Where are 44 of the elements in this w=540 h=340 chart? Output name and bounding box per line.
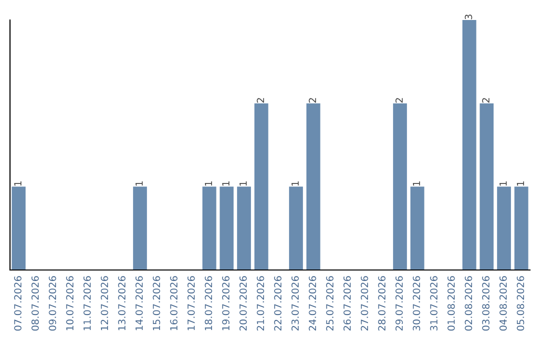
x-tick-label: 27.07.2026 <box>360 276 368 331</box>
x-tick-label: 07.07.2026 <box>14 276 22 331</box>
data-label: 1 <box>500 181 507 186</box>
x-tick-label: 12.07.2026 <box>100 276 108 330</box>
x-tick-label: 19.07.2026 <box>222 276 230 330</box>
x-tick-label: 14.07.2026 <box>135 276 143 330</box>
x-tick-label: 17.07.2026 <box>187 276 195 330</box>
x-tick-label: 23.07.2026 <box>291 276 299 331</box>
x-tick-label: 16.07.2026 <box>170 276 178 330</box>
data-label: 2 <box>395 98 403 103</box>
x-tick-label: 30.07.2026 <box>412 276 420 330</box>
x-tick-label: 26.07.2026 <box>343 276 351 331</box>
x-tick-label: 03.08.2026 <box>482 276 490 331</box>
x-tick-label: 29.07.2026 <box>395 276 403 331</box>
x-tick-label: 22.07.2026 <box>274 276 282 331</box>
data-label: 1 <box>14 181 22 186</box>
x-tick-label: 20.07.2026 <box>239 276 247 331</box>
data-label: 1 <box>292 181 299 186</box>
x-tick-label: 15.07.2026 <box>152 276 160 330</box>
x-tick-label: 24.07.2026 <box>308 276 316 331</box>
data-label: 3 <box>464 14 472 20</box>
x-tick-label: 11.07.2026 <box>83 276 91 330</box>
data-label: 1 <box>412 181 420 186</box>
x-tick-label: 04.08.2026 <box>499 276 507 331</box>
data-label: 1 <box>222 181 230 186</box>
data-label: 2 <box>256 98 264 103</box>
data-label: 2 <box>482 98 490 103</box>
data-label: 1 <box>240 181 247 186</box>
x-tick-label: 02.08.2026 <box>464 276 472 331</box>
x-tick-label: 05.08.2026 <box>516 276 524 331</box>
x-tick-label: 25.07.2026 <box>326 276 334 331</box>
data-label: 1 <box>516 181 524 186</box>
x-tick-label: 18.07.2026 <box>204 276 212 330</box>
x-tick-label: 09.07.2026 <box>48 276 56 331</box>
x-tick-label: 21.07.2026 <box>256 276 264 331</box>
x-tick-label: 01.08.2026 <box>447 276 455 331</box>
data-label: 1 <box>136 181 143 186</box>
x-tick-label: 10.07.2026 <box>66 276 74 330</box>
x-tick-label: 13.07.2026 <box>118 276 126 330</box>
data-label: 1 <box>204 181 212 186</box>
x-tick-label: 31.07.2026 <box>430 276 438 330</box>
x-tick-label: 08.07.2026 <box>31 276 39 331</box>
data-label: 2 <box>308 98 316 103</box>
x-tick-label: 28.07.2026 <box>378 276 386 331</box>
